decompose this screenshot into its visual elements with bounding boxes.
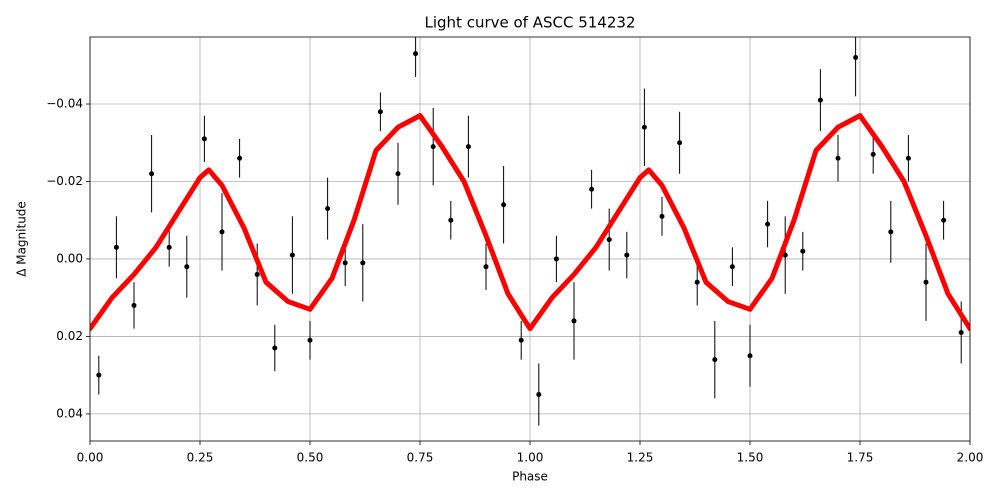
data-point bbox=[800, 248, 806, 254]
data-point bbox=[941, 217, 947, 223]
data-point bbox=[413, 51, 419, 57]
data-point bbox=[606, 237, 612, 243]
data-point bbox=[782, 252, 788, 258]
data-point bbox=[694, 279, 700, 285]
data-point bbox=[536, 392, 542, 398]
y-tick-label: 0.04 bbox=[56, 406, 83, 420]
y-axis-label: Δ Magnitude bbox=[15, 201, 29, 277]
data-point bbox=[377, 109, 383, 115]
data-point bbox=[518, 337, 524, 343]
data-point bbox=[219, 229, 225, 235]
data-point bbox=[501, 202, 507, 208]
data-point bbox=[166, 244, 172, 250]
data-point bbox=[465, 144, 471, 150]
x-tick-label: 0.75 bbox=[407, 451, 434, 465]
data-point bbox=[96, 372, 102, 378]
chart-title: Light curve of ASCC 514232 bbox=[425, 14, 636, 32]
x-axis-label: Phase bbox=[512, 470, 548, 484]
data-point bbox=[237, 155, 243, 161]
data-point bbox=[201, 136, 207, 142]
data-point bbox=[342, 260, 348, 266]
data-point bbox=[677, 140, 683, 146]
data-point bbox=[870, 151, 876, 157]
data-point bbox=[113, 244, 119, 250]
x-tick-label: 1.25 bbox=[627, 451, 654, 465]
ticks: 0.00 0.25 0.50 0.75 1.00 1.25 1.50 1.75 2.00 −0.0… bbox=[46, 97, 983, 465]
x-tick-label: 1.75 bbox=[847, 451, 874, 465]
data-point bbox=[131, 302, 137, 308]
data-point bbox=[553, 256, 559, 262]
data-point bbox=[958, 330, 964, 336]
data-point bbox=[817, 97, 823, 103]
data-point bbox=[853, 55, 859, 61]
data-point bbox=[395, 171, 401, 177]
data-point bbox=[571, 318, 577, 324]
grid bbox=[89, 37, 971, 441]
y-tick-label: 0.02 bbox=[56, 329, 83, 343]
data-point bbox=[624, 252, 630, 258]
plot-area bbox=[90, 37, 970, 426]
data-point bbox=[184, 264, 190, 270]
data-point bbox=[307, 337, 313, 343]
data-point bbox=[641, 124, 647, 130]
x-tick-label: 0.00 bbox=[77, 451, 104, 465]
data-point bbox=[835, 155, 841, 161]
data-point bbox=[589, 186, 595, 192]
data-point bbox=[747, 353, 753, 359]
fit-line bbox=[90, 113, 970, 332]
x-tick-label: 1.50 bbox=[737, 451, 764, 465]
y-tick-label: −0.04 bbox=[46, 97, 83, 111]
data-point bbox=[923, 279, 929, 285]
data-point bbox=[712, 357, 718, 363]
data-point bbox=[430, 144, 436, 150]
y-tick-label: 0.00 bbox=[56, 251, 83, 265]
data-point bbox=[729, 264, 735, 270]
data-point bbox=[325, 206, 331, 212]
data-point bbox=[289, 252, 295, 258]
y-tick-label: −0.02 bbox=[46, 174, 83, 188]
data-point bbox=[765, 221, 771, 227]
data-point bbox=[905, 155, 911, 161]
data-point bbox=[360, 260, 366, 266]
data-point bbox=[272, 345, 278, 351]
data-point bbox=[254, 271, 260, 277]
x-tick-label: 0.25 bbox=[187, 451, 214, 465]
data-point bbox=[888, 229, 894, 235]
data-point bbox=[448, 217, 454, 223]
x-tick-label: 0.50 bbox=[297, 451, 324, 465]
x-tick-label: 1.00 bbox=[517, 451, 544, 465]
x-tick-label: 2.00 bbox=[957, 451, 984, 465]
data-point bbox=[659, 213, 665, 219]
data-point bbox=[149, 171, 155, 177]
data-point bbox=[483, 264, 489, 270]
